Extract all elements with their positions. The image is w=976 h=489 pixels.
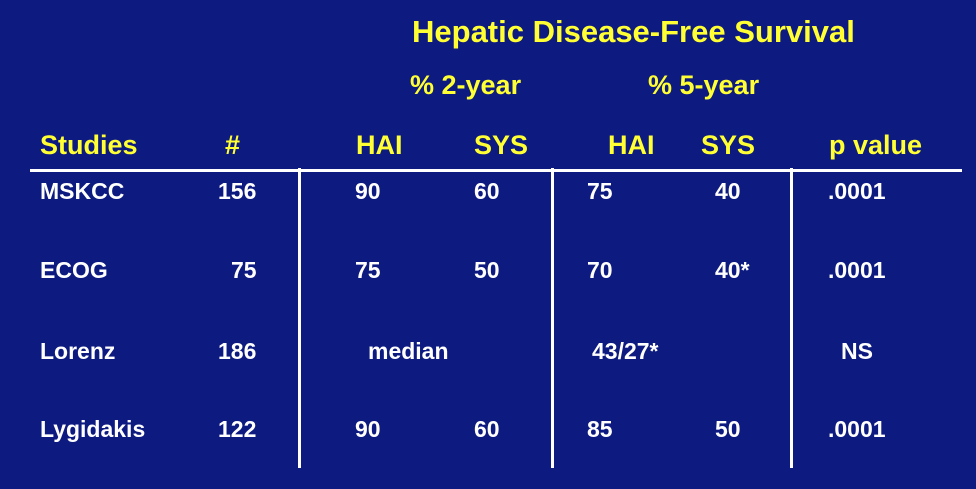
column-header-hai-2yr: HAI xyxy=(356,130,403,160)
cell-sys-5yr: 50 xyxy=(715,416,741,442)
cell-study: ECOG xyxy=(40,257,108,283)
column-header-hai-5yr: HAI xyxy=(608,130,655,160)
group-header-5-year: % 5-year xyxy=(648,70,760,100)
cell-hai-5yr: 70 xyxy=(587,257,613,283)
cell-sys-2yr: 60 xyxy=(474,416,500,442)
cell-study: MSKCC xyxy=(40,178,125,204)
cell-hai-5yr: 85 xyxy=(587,416,613,442)
cell-p-value: .0001 xyxy=(828,257,886,283)
column-header-n: # xyxy=(225,130,241,160)
cell-study: Lorenz xyxy=(40,338,116,364)
cell-n: 122 xyxy=(218,416,257,442)
column-divider-2 xyxy=(551,168,554,468)
cell-median-label: median xyxy=(368,338,449,364)
cell-p-value: .0001 xyxy=(828,178,886,204)
column-header-studies: Studies xyxy=(40,130,138,160)
cell-hai-2yr: 90 xyxy=(355,178,381,204)
column-header-p-value: p value xyxy=(829,130,923,160)
cell-sys-5yr: 40* xyxy=(715,257,750,283)
cell-n: 75 xyxy=(231,257,257,283)
group-header-2-year: % 2-year xyxy=(410,70,522,100)
cell-five-year-value: 43/27* xyxy=(592,338,659,364)
column-divider-3 xyxy=(790,168,793,468)
header-divider xyxy=(30,169,962,172)
cell-p-value: NS xyxy=(841,338,873,364)
cell-p-value: .0001 xyxy=(828,416,886,442)
cell-sys-5yr: 40 xyxy=(715,178,741,204)
column-header-sys-5yr: SYS xyxy=(701,130,756,160)
column-divider-1 xyxy=(298,168,301,468)
cell-n: 186 xyxy=(218,338,257,364)
slide-title: Hepatic Disease-Free Survival xyxy=(412,14,855,49)
cell-sys-2yr: 50 xyxy=(474,257,500,283)
cell-study: Lygidakis xyxy=(40,416,146,442)
cell-hai-2yr: 90 xyxy=(355,416,381,442)
cell-sys-2yr: 60 xyxy=(474,178,500,204)
cell-hai-2yr: 75 xyxy=(355,257,381,283)
column-header-sys-2yr: SYS xyxy=(474,130,529,160)
cell-n: 156 xyxy=(218,178,257,204)
cell-hai-5yr: 75 xyxy=(587,178,613,204)
